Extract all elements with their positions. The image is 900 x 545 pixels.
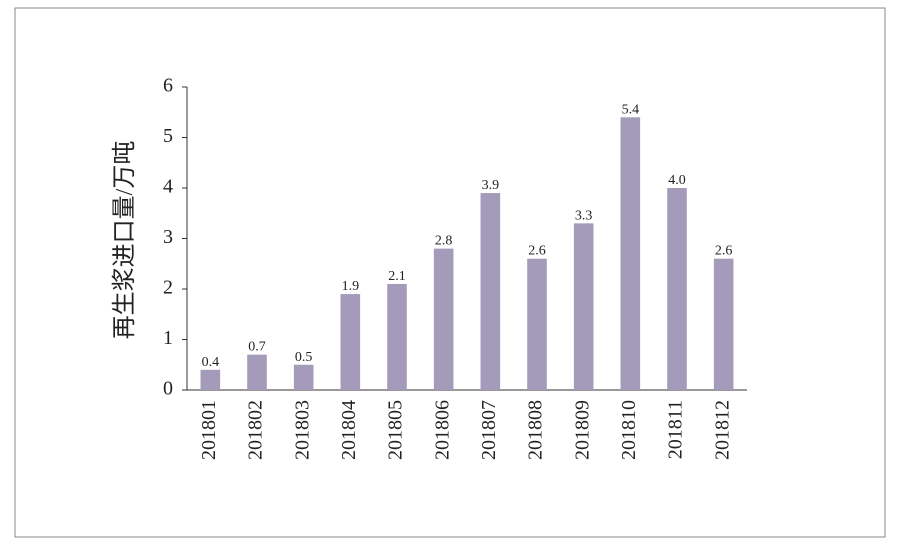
bar xyxy=(340,294,361,390)
bar xyxy=(667,188,687,390)
bar xyxy=(247,354,267,390)
value-label: 2.8 xyxy=(435,234,453,249)
bar xyxy=(387,283,407,390)
bar xyxy=(527,258,547,390)
y-axis-label: 再生浆进口量/万吨 xyxy=(111,141,138,340)
bar xyxy=(433,248,454,390)
value-label: 2.6 xyxy=(528,244,546,259)
value-label: 1.9 xyxy=(342,279,360,294)
x-tick-label: 201801 xyxy=(198,400,220,460)
bar xyxy=(620,117,641,391)
value-label: 4.0 xyxy=(668,173,686,188)
y-tick-label: 4 xyxy=(163,176,173,198)
value-label: 2.6 xyxy=(715,244,733,259)
x-tick-label: 201804 xyxy=(338,400,360,460)
x-tick-label: 201807 xyxy=(478,400,500,460)
x-tick-label: 201810 xyxy=(618,400,640,460)
x-tick-label: 201812 xyxy=(711,400,733,460)
y-tick-label: 6 xyxy=(163,75,173,97)
value-label: 3.3 xyxy=(575,208,593,223)
value-label: 5.4 xyxy=(622,102,640,117)
value-label: 0.5 xyxy=(295,350,313,365)
x-tick-label: 201808 xyxy=(525,400,547,460)
bar xyxy=(713,258,734,390)
bar xyxy=(573,223,594,390)
value-label: 2.1 xyxy=(388,269,406,284)
x-tick-label: 201811 xyxy=(665,400,687,459)
x-tick-label: 201809 xyxy=(571,400,593,460)
x-tick-label: 201806 xyxy=(431,400,453,460)
x-tick-label: 201803 xyxy=(291,400,313,460)
x-tick-label: 201802 xyxy=(245,400,267,460)
bar xyxy=(200,369,221,390)
bar xyxy=(293,364,314,390)
y-tick-label: 2 xyxy=(163,277,173,299)
bar xyxy=(480,193,501,390)
y-tick-label: 3 xyxy=(163,226,173,248)
value-label: 0.4 xyxy=(202,355,220,370)
value-label: 0.7 xyxy=(248,340,266,355)
y-tick-label: 1 xyxy=(163,327,173,349)
y-tick-label: 0 xyxy=(163,378,173,400)
x-tick-label: 201805 xyxy=(385,400,407,460)
y-tick-label: 5 xyxy=(163,125,173,147)
value-label: 3.9 xyxy=(482,178,500,193)
